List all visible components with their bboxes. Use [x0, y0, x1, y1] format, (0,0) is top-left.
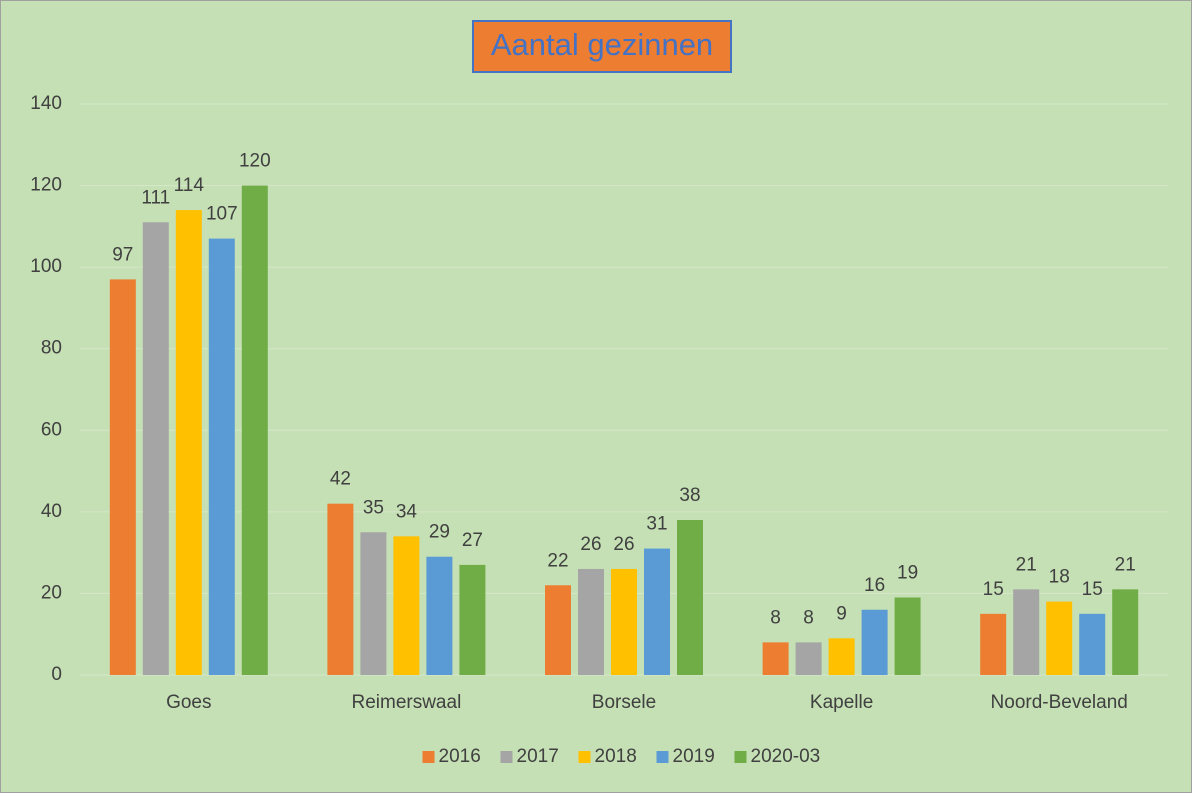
- data-label: 38: [679, 485, 700, 506]
- data-label: 19: [897, 563, 918, 584]
- bar: [644, 548, 670, 675]
- title-box: [472, 20, 732, 73]
- bar: [861, 609, 888, 675]
- y-tick-label: 100: [30, 256, 62, 277]
- data-label: 26: [613, 534, 634, 555]
- legend-swatch: [422, 751, 435, 763]
- y-tick-label: 0: [51, 664, 62, 685]
- y-tick-label: 140: [30, 93, 62, 114]
- x-tick-label: Kapelle: [810, 692, 873, 713]
- bar: [677, 520, 703, 675]
- data-label: 114: [174, 175, 205, 196]
- bar: [241, 185, 268, 676]
- data-label: 97: [112, 244, 133, 265]
- bar: [611, 568, 637, 675]
- x-tick-label: Reimerswaal: [351, 692, 461, 713]
- data-label: 29: [429, 522, 450, 543]
- y-tick-label: 40: [41, 501, 62, 522]
- bar: [1046, 601, 1073, 675]
- bar: [980, 613, 1007, 675]
- legend-swatch: [734, 751, 747, 763]
- data-label: 8: [803, 607, 814, 628]
- data-label: 15: [1082, 579, 1103, 600]
- data-label: 8: [770, 607, 781, 628]
- bar: [327, 503, 354, 675]
- bar: [459, 564, 486, 675]
- legend-swatch: [500, 751, 513, 763]
- data-label: 35: [363, 497, 384, 518]
- y-tick-label: 80: [41, 338, 62, 359]
- bar: [142, 222, 169, 675]
- bar: [109, 279, 136, 675]
- x-tick-label: Goes: [166, 692, 211, 713]
- y-tick-label: 60: [41, 419, 62, 440]
- bar: [795, 642, 822, 675]
- bar: [828, 638, 855, 675]
- x-tick-label: Noord-Beveland: [991, 692, 1128, 713]
- legend-label: 2018: [595, 746, 637, 767]
- bar: [175, 210, 202, 676]
- bar: [578, 568, 604, 675]
- bar: [762, 642, 789, 675]
- chart-title: Aantal gezinnen: [491, 27, 713, 62]
- data-label: 9: [836, 603, 847, 624]
- legend-swatch: [578, 751, 591, 763]
- legend-label: 2017: [517, 746, 559, 767]
- legend-swatch: [656, 751, 669, 763]
- data-label: 15: [983, 579, 1004, 600]
- bar: [1112, 589, 1139, 675]
- data-label: 42: [330, 469, 351, 490]
- bar: [426, 556, 453, 675]
- data-label: 26: [580, 534, 601, 555]
- data-label: 21: [1115, 554, 1136, 575]
- bar: [1079, 613, 1106, 675]
- bar: [393, 536, 420, 675]
- y-tick-label: 120: [30, 175, 62, 196]
- data-label: 120: [239, 151, 271, 172]
- bar: [360, 532, 387, 675]
- bar: [1013, 589, 1040, 675]
- data-label: 21: [1016, 554, 1037, 575]
- data-label: 22: [547, 550, 568, 571]
- data-label: 27: [462, 530, 483, 551]
- x-tick-label: Borsele: [592, 692, 656, 713]
- legend-label: 2016: [439, 746, 481, 767]
- data-label: 16: [864, 575, 885, 596]
- data-label: 34: [396, 501, 418, 522]
- bar: [208, 238, 235, 676]
- legend-label: 2019: [673, 746, 715, 767]
- legend-label: 2020-03: [751, 746, 821, 767]
- bar: [894, 597, 921, 675]
- data-label: 107: [206, 204, 238, 225]
- y-tick-label: 20: [41, 582, 62, 603]
- data-label: 18: [1049, 567, 1070, 588]
- data-label: 31: [646, 514, 667, 535]
- bar: [545, 585, 571, 675]
- data-label: 111: [141, 187, 170, 208]
